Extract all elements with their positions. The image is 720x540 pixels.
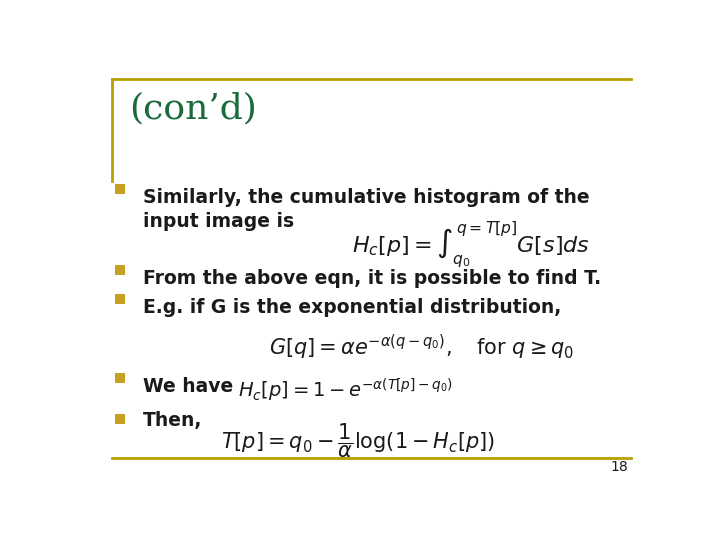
Text: $H_c[p]=\int_{q_0}^{q=T[p]}G[s]ds$: $H_c[p]=\int_{q_0}^{q=T[p]}G[s]ds$	[352, 219, 590, 269]
Bar	[115, 184, 125, 194]
Text: (con’d): (con’d)	[129, 92, 257, 126]
Bar	[115, 294, 125, 304]
Text: Similarly, the cumulative histogram of the: Similarly, the cumulative histogram of t…	[143, 188, 590, 207]
Text: We have: We have	[143, 377, 240, 396]
Bar	[115, 265, 125, 275]
Text: $G[q]=\alpha e^{-\alpha(q-q_0)},\quad \mathrm{for}\ q\geq q_0$: $G[q]=\alpha e^{-\alpha(q-q_0)},\quad \m…	[269, 333, 574, 362]
Text: From the above eqn, it is possible to find T.: From the above eqn, it is possible to fi…	[143, 269, 601, 288]
Text: 18: 18	[611, 461, 629, 474]
Text: input image is: input image is	[143, 212, 294, 231]
Text: Then,: Then,	[143, 411, 202, 430]
Bar	[115, 414, 125, 424]
Text: E.g. if G is the exponential distribution,: E.g. if G is the exponential distributio…	[143, 299, 562, 318]
Bar	[115, 373, 125, 383]
Text: $T[p]=q_0-\dfrac{1}{\alpha}\log\!\left(1-H_c[p]\right)$: $T[p]=q_0-\dfrac{1}{\alpha}\log\!\left(1…	[221, 422, 495, 460]
Text: $H_c[p]=1-e^{-\alpha(T[p]-q_0)}$: $H_c[p]=1-e^{-\alpha(T[p]-q_0)}$	[238, 377, 453, 404]
